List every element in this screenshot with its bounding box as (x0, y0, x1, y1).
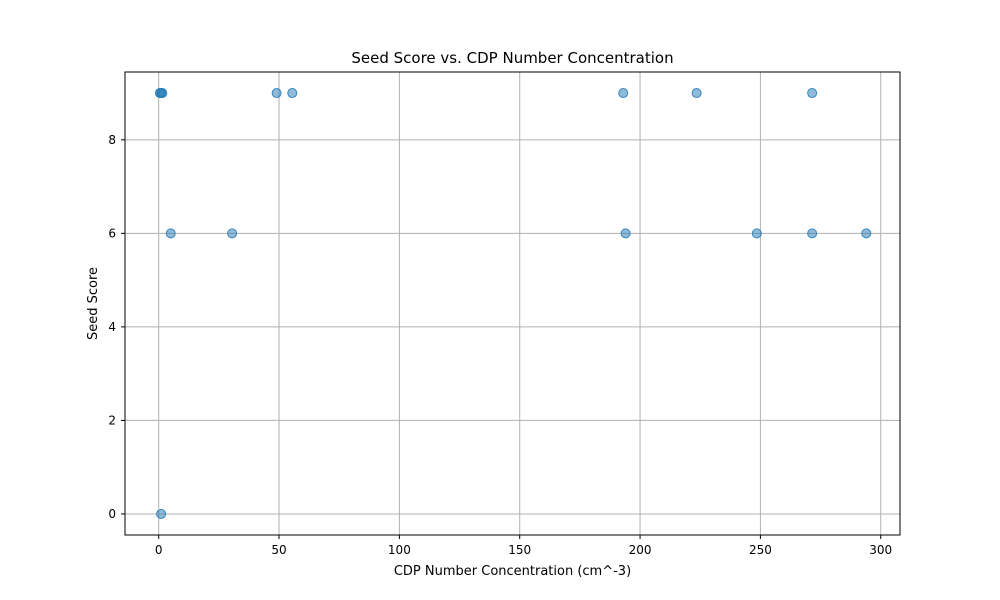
data-point (157, 88, 168, 99)
data-point (271, 88, 282, 99)
data-point (807, 228, 818, 239)
y-tick-label: 8 (108, 133, 116, 147)
data-point (751, 228, 762, 239)
x-tick-label: 250 (749, 543, 772, 557)
plot-frame (124, 71, 901, 536)
data-point (156, 508, 167, 519)
data-point (618, 88, 629, 99)
x-tick-label: 100 (388, 543, 411, 557)
y-tick-label: 4 (108, 320, 116, 334)
x-tick-label: 0 (155, 543, 163, 557)
axis-ticks: 0 50 100 150 200 250 300 0 2 4 6 8 (108, 133, 892, 557)
y-tick-label: 2 (108, 413, 116, 427)
data-point (691, 88, 702, 99)
data-point (287, 88, 298, 99)
x-tick-label: 150 (508, 543, 531, 557)
chart-title: Seed Score vs. CDP Number Concentration (351, 49, 673, 67)
data-point (227, 228, 238, 239)
x-tick-label: 50 (271, 543, 286, 557)
data-point (165, 228, 176, 239)
y-tick-label: 0 (108, 507, 116, 521)
grid-lines (125, 72, 900, 535)
data-point (807, 88, 818, 99)
y-tick-label: 6 (108, 226, 116, 240)
data-point (861, 228, 872, 239)
x-axis-label: CDP Number Concentration (cm^-3) (394, 564, 631, 579)
x-tick-label: 200 (629, 543, 652, 557)
data-point (620, 228, 631, 239)
x-tick-label: 300 (869, 543, 892, 557)
y-axis-label: Seed Score (86, 267, 101, 340)
data-points (154, 88, 872, 519)
